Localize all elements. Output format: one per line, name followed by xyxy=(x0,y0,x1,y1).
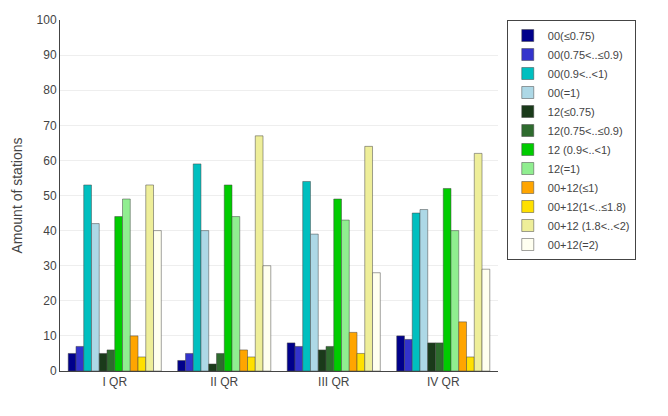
svg-text:12(≤0.75): 12(≤0.75) xyxy=(548,106,595,118)
svg-text:12(0.75<..≤0.9): 12(0.75<..≤0.9) xyxy=(548,125,623,137)
svg-text:00(0.75<..≤0.9): 00(0.75<..≤0.9) xyxy=(548,49,623,61)
svg-text:60: 60 xyxy=(43,154,57,168)
svg-text:80: 80 xyxy=(43,83,57,97)
svg-text:00+12(≤1): 00+12(≤1) xyxy=(548,182,598,194)
svg-text:00(≤0.75): 00(≤0.75) xyxy=(548,30,595,42)
svg-text:II QR: II QR xyxy=(210,375,238,389)
svg-text:12 (0.9<..<1): 12 (0.9<..<1) xyxy=(548,144,611,156)
svg-text:90: 90 xyxy=(43,48,57,62)
svg-text:20: 20 xyxy=(43,294,57,308)
svg-text:30: 30 xyxy=(43,259,57,273)
svg-text:00(=1): 00(=1) xyxy=(548,87,580,99)
svg-text:00(0.9<..<1): 00(0.9<..<1) xyxy=(548,68,608,80)
svg-text:IV QR: IV QR xyxy=(427,375,460,389)
svg-text:00+12(=2): 00+12(=2) xyxy=(548,239,599,251)
svg-text:12(=1): 12(=1) xyxy=(548,163,580,175)
svg-text:III QR: III QR xyxy=(318,375,350,389)
svg-text:00+12 (1.8<..<2): 00+12 (1.8<..<2) xyxy=(548,220,630,232)
svg-text:10: 10 xyxy=(43,329,57,343)
svg-text:I QR: I QR xyxy=(102,375,127,389)
svg-text:00+12(1<..≤1.8): 00+12(1<..≤1.8) xyxy=(548,201,626,213)
svg-text:0: 0 xyxy=(50,364,57,378)
svg-text:70: 70 xyxy=(43,119,57,133)
svg-text:50: 50 xyxy=(43,189,57,203)
svg-text:40: 40 xyxy=(43,224,57,238)
svg-text:Amount of stations: Amount of stations xyxy=(9,138,25,254)
svg-text:100: 100 xyxy=(37,13,57,27)
